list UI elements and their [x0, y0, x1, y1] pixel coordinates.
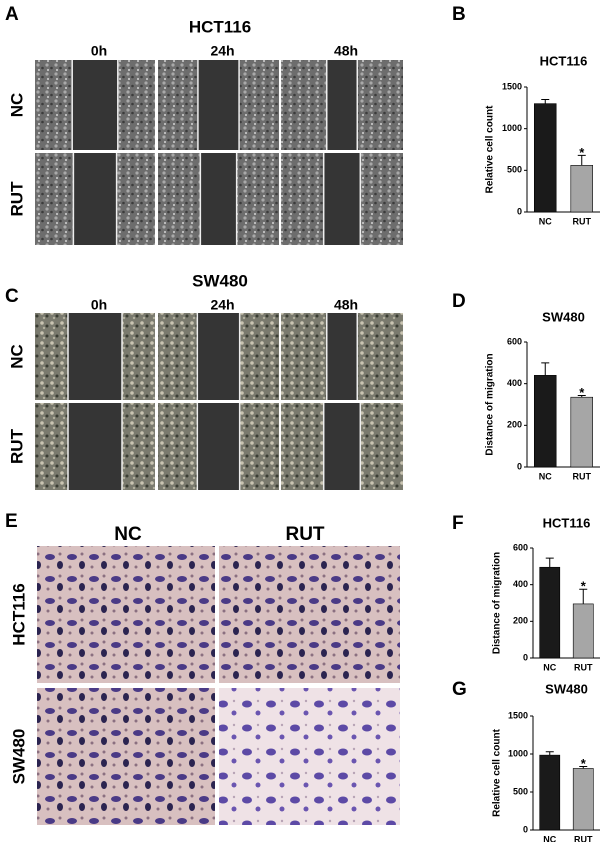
- y-tick-label: 1000: [502, 123, 522, 133]
- timepoint-label: 0h: [91, 43, 107, 59]
- row-label: RUT: [7, 428, 26, 464]
- y-tick-label: 200: [507, 420, 522, 430]
- x-tick-label: NC: [543, 662, 556, 672]
- column-label: NC: [114, 524, 142, 545]
- x-tick-label: RUT: [574, 834, 593, 842]
- error-bar: [579, 588, 588, 604]
- scratch-gap: [73, 153, 117, 245]
- x-tick-label: NC: [539, 216, 552, 226]
- row-label: RUT: [7, 181, 26, 217]
- scratch-gap: [68, 403, 122, 490]
- scratch-gap: [323, 153, 361, 245]
- error-bar: [541, 99, 550, 104]
- error-bar: [541, 362, 550, 376]
- column-label: RUT: [285, 524, 324, 545]
- y-tick-label: 500: [513, 786, 528, 796]
- y-tick-label: 0: [523, 824, 528, 834]
- significance-label: *: [581, 756, 587, 771]
- y-tick-label: 600: [513, 542, 528, 552]
- micrograph: [37, 688, 215, 825]
- x-tick-label: NC: [539, 471, 552, 481]
- micrograph: [219, 688, 400, 825]
- scratch-gap: [323, 403, 361, 490]
- panel-label: C: [5, 286, 19, 307]
- bar: [533, 103, 557, 213]
- bar: [570, 165, 593, 213]
- scratch-gap: [197, 403, 240, 490]
- significance-label: *: [579, 145, 585, 160]
- bar: [539, 754, 561, 831]
- micrograph: [37, 546, 215, 683]
- row-label: NC: [7, 93, 26, 118]
- error-bar: [545, 557, 554, 568]
- scratch-gap: [197, 313, 240, 400]
- scratch-gap: [326, 313, 358, 400]
- panel-label: F: [452, 513, 464, 534]
- scratch-gap: [68, 313, 122, 400]
- chart-title: SW480: [545, 681, 588, 696]
- x-tick-label: RUT: [573, 216, 592, 226]
- scratch-gap: [200, 153, 237, 245]
- y-axis-label: Distance of migration: [485, 353, 496, 455]
- y-tick-label: 200: [513, 616, 528, 626]
- y-tick-label: 0: [523, 652, 528, 662]
- scratch-gap: [72, 60, 118, 150]
- row-label: SW480: [9, 729, 28, 785]
- bar: [533, 375, 557, 468]
- micrograph: [219, 546, 400, 683]
- y-axis-label: Relative cell count: [485, 105, 496, 193]
- error-bar: [577, 154, 586, 166]
- y-tick-label: 500: [507, 165, 522, 175]
- x-tick-label: RUT: [573, 471, 592, 481]
- y-axis-label: Relative cell count: [492, 728, 503, 816]
- y-tick-label: 1500: [502, 81, 522, 91]
- panel-label: B: [452, 4, 466, 25]
- row-label: NC: [7, 344, 26, 369]
- bar: [539, 566, 561, 659]
- timepoint-label: 48h: [334, 43, 358, 59]
- timepoint-label: 48h: [334, 297, 358, 313]
- error-bar: [545, 751, 554, 756]
- y-tick-label: 1000: [508, 748, 528, 758]
- chart-title: HCT116: [540, 53, 588, 68]
- y-tick-label: 0: [517, 206, 522, 216]
- assay-title: HCT116: [189, 17, 251, 36]
- bar: [570, 396, 593, 468]
- error-bar: [577, 395, 586, 398]
- y-tick-label: 600: [507, 336, 522, 346]
- panel-label: D: [452, 291, 466, 312]
- assay-title: SW480: [192, 271, 248, 290]
- chart-title: HCT116: [543, 515, 591, 530]
- y-tick-label: 1500: [508, 710, 528, 720]
- bar: [572, 768, 594, 831]
- timepoint-label: 0h: [91, 297, 107, 313]
- chart-title: SW480: [542, 309, 585, 324]
- panel-label: A: [5, 4, 19, 25]
- row-label: HCT116: [9, 583, 28, 645]
- timepoint-label: 24h: [210, 297, 234, 313]
- bar: [572, 603, 594, 659]
- x-tick-label: RUT: [574, 662, 593, 672]
- y-tick-label: 0: [517, 461, 522, 471]
- significance-label: *: [579, 385, 585, 400]
- timepoint-label: 24h: [210, 43, 234, 59]
- significance-label: *: [581, 579, 587, 594]
- scratch-gap: [197, 60, 240, 150]
- y-tick-label: 400: [513, 579, 528, 589]
- panel-label: G: [452, 679, 467, 700]
- x-tick-label: NC: [543, 834, 556, 842]
- y-tick-label: 400: [507, 378, 522, 388]
- error-bar: [579, 766, 588, 769]
- scratch-gap: [326, 60, 358, 150]
- y-axis-label: Distance of migration: [492, 552, 503, 654]
- panel-label: E: [5, 511, 18, 532]
